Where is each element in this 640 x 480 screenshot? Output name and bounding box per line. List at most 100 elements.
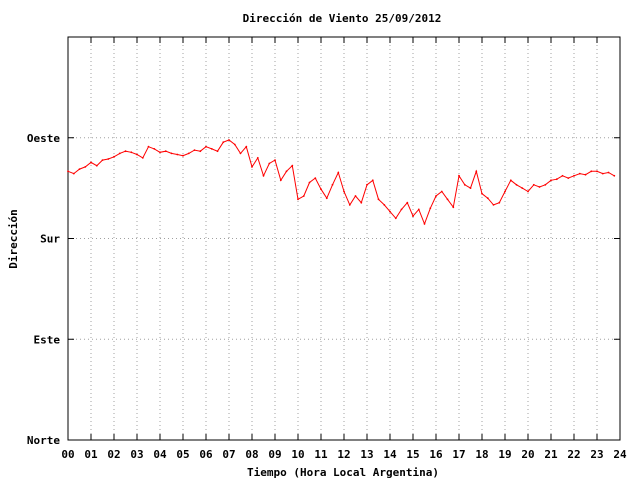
data-point: [130, 151, 133, 154]
x-tick-label: 17: [452, 448, 465, 461]
data-point: [417, 208, 420, 211]
data-point: [78, 168, 81, 171]
data-point: [262, 174, 265, 177]
x-tick-label: 21: [544, 448, 558, 461]
y-tick-labels: Norte Este Sur Oeste: [27, 132, 60, 447]
data-point: [492, 204, 495, 206]
x-tick-label: 14: [383, 448, 397, 461]
data-point: [475, 170, 478, 173]
data-point: [176, 153, 179, 156]
y-tick-label: Este: [34, 333, 61, 346]
data-point: [113, 155, 115, 158]
data-point: [550, 179, 552, 182]
data-point: [308, 181, 311, 184]
data-point: [291, 164, 294, 167]
x-tick-label: 11: [314, 448, 328, 461]
data-point: [136, 153, 138, 156]
data-point: [222, 141, 225, 144]
data-point: [216, 150, 219, 153]
data-point: [297, 198, 299, 201]
x-tick-label: 02: [107, 448, 120, 461]
data-point: [515, 183, 518, 186]
data-point: [578, 172, 581, 175]
data-point: [440, 190, 443, 193]
data-point: [607, 171, 610, 174]
data-point: [337, 171, 340, 174]
wind-direction-line: [67, 139, 615, 226]
x-tick-label: 22: [567, 448, 580, 461]
data-point: [285, 170, 288, 173]
data-point: [596, 170, 598, 173]
data-point: [601, 172, 604, 175]
data-point: [239, 152, 242, 155]
data-point: [469, 187, 472, 190]
x-tick-label: 19: [498, 448, 511, 461]
data-point: [182, 154, 184, 157]
x-tick-label: 08: [245, 448, 258, 461]
data-point: [412, 215, 414, 218]
data-point: [463, 183, 466, 186]
y-tick-label: Norte: [27, 434, 60, 447]
data-point: [95, 164, 98, 167]
x-tick-label: 09: [268, 448, 281, 461]
data-point: [205, 145, 207, 148]
data-point: [320, 188, 322, 191]
data-point: [348, 204, 351, 206]
data-point: [159, 151, 161, 154]
data-point: [389, 210, 391, 213]
x-tick-label: 15: [406, 448, 419, 461]
x-tick-label: 24: [613, 448, 627, 461]
data-point: [193, 149, 196, 152]
data-point: [187, 152, 190, 155]
data-point: [544, 183, 547, 186]
data-point: [486, 197, 489, 200]
x-tick-label: 20: [521, 448, 534, 461]
data-point: [251, 166, 253, 168]
x-tick-label: 18: [475, 448, 488, 461]
data-point: [256, 157, 259, 159]
tick-marks: [67, 37, 621, 441]
data-point: [67, 170, 69, 173]
data-point: [147, 145, 150, 148]
x-tick-label: 05: [176, 448, 189, 461]
data-point: [153, 148, 156, 150]
data-point: [314, 177, 317, 180]
data-point: [498, 201, 501, 204]
data-point: [394, 217, 397, 220]
data-point: [429, 207, 432, 210]
data-point: [302, 195, 305, 197]
x-tick-labels: 00 01 02 03 04 05 06 07 08 09 10 11 12 13 14 15 16 17 18 19…: [61, 448, 627, 461]
data-point: [268, 162, 271, 165]
data-point: [371, 179, 374, 182]
data-point: [245, 145, 248, 148]
data-point: [360, 201, 363, 204]
data-point: [331, 183, 334, 186]
y-tick-label: Sur: [40, 233, 60, 246]
data-point: [521, 187, 524, 190]
data-point: [233, 143, 236, 146]
x-tick-label: 12: [337, 448, 350, 461]
data-point: [532, 183, 535, 186]
data-point: [124, 150, 127, 153]
x-tick-label: 00: [61, 448, 74, 461]
data-point: [481, 192, 483, 195]
x-tick-label: 06: [199, 448, 213, 461]
data-point: [354, 195, 357, 197]
x-axis-label: Tiempo (Hora Local Argentina): [247, 466, 439, 479]
chart-title: Dirección de Viento 25/09/2012: [243, 12, 442, 25]
data-point: [279, 179, 282, 182]
data-point: [199, 150, 202, 153]
data-point: [101, 159, 104, 162]
data-point: [84, 166, 87, 168]
data-point: [452, 206, 455, 209]
data-point: [584, 173, 587, 176]
x-tick-label: 16: [429, 448, 443, 461]
data-point: [555, 178, 558, 181]
data-point: [400, 208, 403, 211]
y-tick-label: Oeste: [27, 132, 60, 145]
data-point: [141, 157, 144, 159]
data-point: [383, 204, 386, 206]
data-point: [366, 183, 368, 186]
data-point: [567, 177, 570, 180]
